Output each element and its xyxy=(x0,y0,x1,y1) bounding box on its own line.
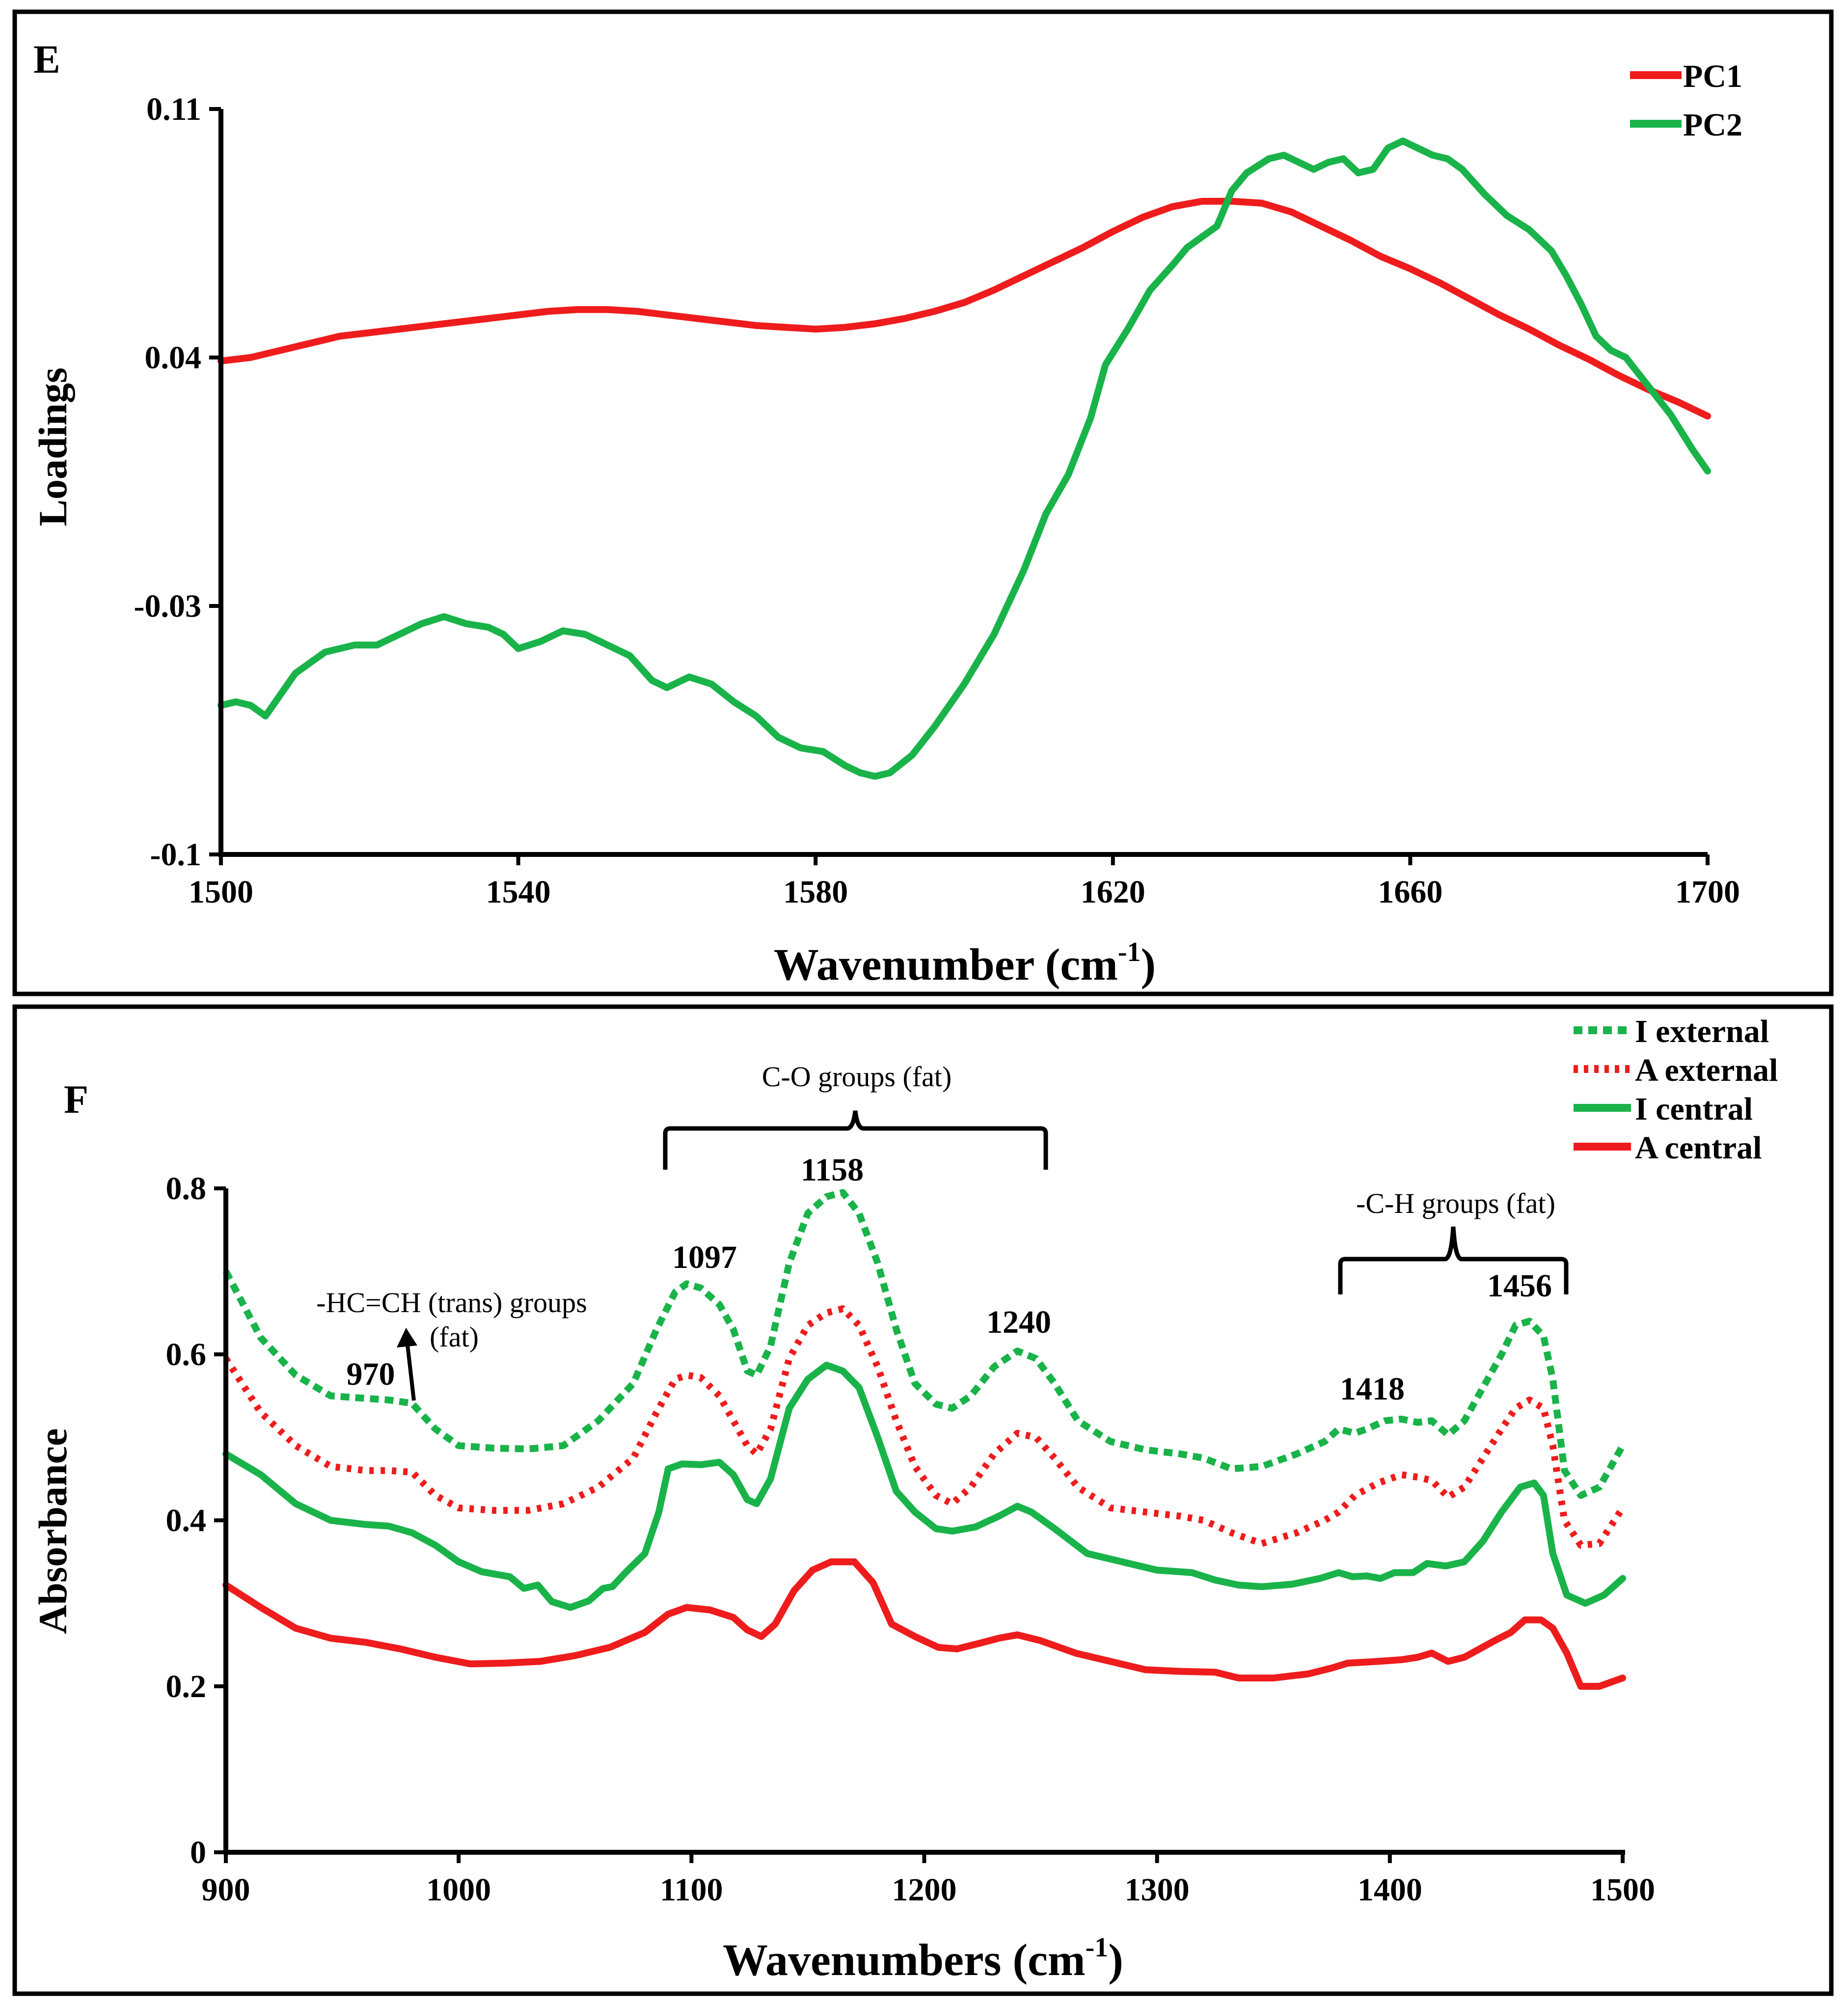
panel-f-xtick-label-1000: 1000 xyxy=(426,1872,491,1908)
panel-e-x-title: Wavenumber (cm-1) xyxy=(774,937,1156,989)
panel-e-xtick-label-1500: 1500 xyxy=(189,874,253,910)
panel-e-xtick-label-1700: 1700 xyxy=(1675,874,1740,910)
panel-e-xtick-label-1660: 1660 xyxy=(1378,874,1442,910)
panel-f-ytick-label-0-2: 0.2 xyxy=(166,1669,207,1704)
ch-groups-bracket xyxy=(1338,1226,1569,1294)
panel-e-ytick-label-0-03: -0.03 xyxy=(134,588,201,624)
series-line-pc1 xyxy=(217,197,1711,420)
panel-f-ytick-label-0-8: 0.8 xyxy=(166,1171,207,1207)
panel-e-frame xyxy=(12,9,1834,996)
series-line-a-central xyxy=(222,1558,1626,1690)
legend-label-i-central: I central xyxy=(1635,1091,1753,1127)
peak-label-1097: 1097 xyxy=(672,1239,737,1275)
panel-f-xtick-label-1300: 1300 xyxy=(1125,1872,1190,1908)
ch-groups-label: -C-H groups (fat) xyxy=(1356,1187,1555,1219)
peak-label-1456: 1456 xyxy=(1487,1268,1552,1304)
panel-f-series xyxy=(222,1189,1626,1690)
series-line-pc2 xyxy=(217,137,1711,780)
co-groups-bracket xyxy=(663,1110,1048,1170)
panel-f-xtick-label-900: 900 xyxy=(202,1872,250,1908)
panel-f-xtick-label-1400: 1400 xyxy=(1358,1872,1422,1908)
peak-label-970: 970 xyxy=(347,1356,395,1392)
series-line-a-external xyxy=(223,1305,1626,1549)
legend-label-a-central: A central xyxy=(1635,1130,1762,1166)
legend-label-a-external: A external xyxy=(1635,1052,1778,1088)
panel-f-xtick-label-1200: 1200 xyxy=(892,1872,957,1908)
trans-groups-arrow-head xyxy=(397,1328,417,1347)
panel-f-ytick-label-0: 0 xyxy=(190,1835,206,1870)
peak-label-1240: 1240 xyxy=(986,1304,1051,1340)
panel-f-ytick-label-0-4: 0.4 xyxy=(166,1503,207,1538)
panel-f-ytick-label-0-6: 0.6 xyxy=(166,1337,207,1373)
legend-label-pc1: PC1 xyxy=(1683,58,1742,94)
panel-e-y-title: Loadings xyxy=(30,367,75,526)
panel-f-y-title: Absorbance xyxy=(30,1428,75,1634)
peak-label-1158: 1158 xyxy=(801,1152,864,1188)
legend-label-i-external: I external xyxy=(1635,1014,1769,1049)
panel-f-annotations: C-O groups (fat) -C-H groups (fat) -HC=C… xyxy=(316,1061,1569,1407)
peak-label-1418: 1418 xyxy=(1340,1371,1405,1407)
trans-groups-arrow xyxy=(405,1340,416,1401)
panel-e-ytick-label-0-1: -0.1 xyxy=(150,837,201,873)
trans-groups-label-line1: -HC=CH (trans) groups xyxy=(316,1287,587,1318)
panel-e-ytick-label-0-11: 0.11 xyxy=(146,91,201,127)
panel-e-legend: PC1 PC2 xyxy=(1630,58,1742,143)
panel-e-ytick-label-0-04: 0.04 xyxy=(145,340,202,376)
trans-groups-label-line2: (fat) xyxy=(430,1321,479,1353)
panel-f-xtick-label-1500: 1500 xyxy=(1590,1872,1655,1908)
panel-e-xtick-label-1580: 1580 xyxy=(783,874,848,910)
panel-f-frame xyxy=(12,1004,1834,1996)
series-line-i-external xyxy=(222,1189,1626,1499)
panel-e-xtick-label-1620: 1620 xyxy=(1081,874,1145,910)
panel-f-letter: F xyxy=(64,1077,88,1122)
panel-f-legend: I external A external I central A centra… xyxy=(1574,1014,1778,1166)
panel-e-series xyxy=(217,137,1711,780)
panel-f-x-title: Wavenumbers (cm-1) xyxy=(723,1932,1123,1985)
series-line-i-central xyxy=(222,1362,1626,1611)
panel-f-xtick-label-1100: 1100 xyxy=(660,1872,723,1908)
panel-e-letter: E xyxy=(33,37,60,82)
panel-e-xtick-label-1540: 1540 xyxy=(486,874,551,910)
co-groups-label: C-O groups (fat) xyxy=(762,1061,952,1093)
legend-label-pc2: PC2 xyxy=(1683,107,1742,143)
